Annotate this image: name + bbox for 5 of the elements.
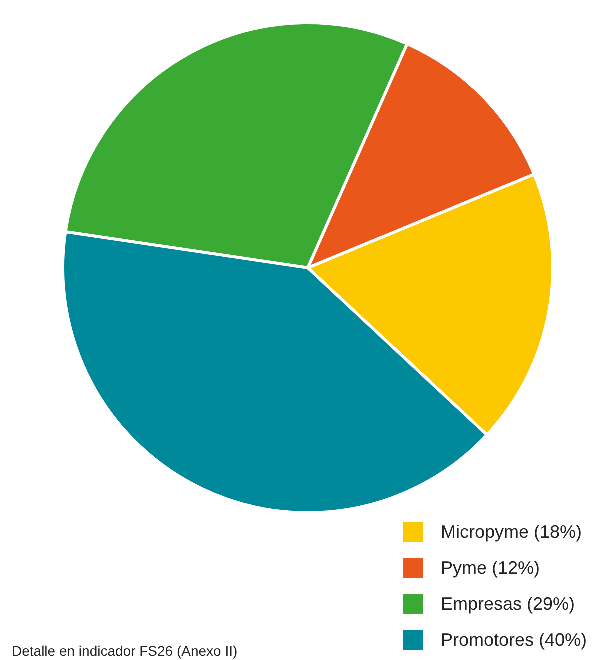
legend-label: Promotores (40%): [441, 630, 588, 650]
text: Detalle en indicador FS26 (Anexo II): [12, 643, 238, 659]
legend-label: Micropyme (18%): [441, 522, 582, 542]
legend-label: Empresas (29%): [441, 594, 576, 614]
legend-label: Pyme (12%): [441, 558, 540, 578]
